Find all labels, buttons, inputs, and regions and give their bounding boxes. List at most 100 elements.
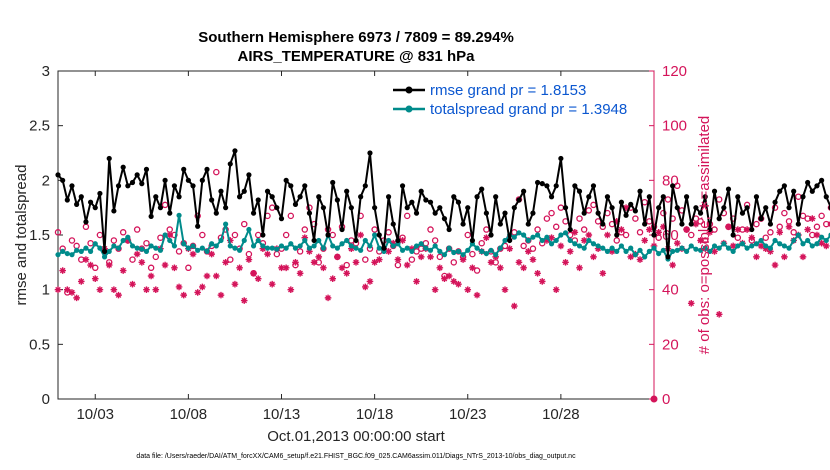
rmse-point bbox=[362, 183, 368, 189]
obs-possible-point bbox=[781, 209, 788, 217]
obs-assimilated-point bbox=[445, 272, 453, 280]
rmse-point bbox=[693, 205, 699, 211]
rmse-point bbox=[618, 199, 625, 205]
obs-assimilated-point bbox=[129, 280, 136, 288]
rmse-point bbox=[614, 232, 620, 238]
obs-possible-point bbox=[431, 237, 439, 244]
rmse-series bbox=[55, 148, 830, 260]
totalspread-point bbox=[814, 241, 820, 247]
rmse-point bbox=[278, 216, 285, 222]
totalspread-point bbox=[716, 245, 722, 251]
obs-possible-point bbox=[227, 256, 234, 263]
rmse-point bbox=[330, 179, 336, 186]
obs-possible-point bbox=[818, 212, 825, 220]
obs-assimilated-point bbox=[548, 234, 555, 242]
rmse-point bbox=[576, 188, 583, 194]
rmse-point bbox=[260, 232, 266, 238]
obs-assimilated-point bbox=[436, 264, 444, 272]
obs-zero-marker bbox=[650, 395, 658, 403]
rmse-point bbox=[786, 205, 792, 211]
rmse-point bbox=[97, 190, 103, 197]
obs-possible-point bbox=[231, 231, 239, 239]
obs-assimilated-point bbox=[133, 250, 141, 258]
totalspread-point bbox=[572, 241, 578, 247]
obs-assimilated-point bbox=[119, 267, 127, 274]
totalspread-point bbox=[260, 243, 266, 249]
rmse-point bbox=[176, 194, 182, 200]
obs-assimilated-point bbox=[571, 228, 579, 236]
obs-possible-point bbox=[68, 237, 76, 244]
totalspread-point bbox=[311, 243, 317, 249]
totalspread-point bbox=[376, 245, 382, 251]
obs-assimilated-point bbox=[110, 286, 118, 293]
totalspread-point bbox=[642, 254, 648, 260]
rmse-point bbox=[413, 210, 420, 216]
totalspread-point bbox=[474, 245, 480, 251]
totalspread-point bbox=[530, 234, 536, 240]
totalspread-point bbox=[255, 237, 261, 244]
totalspread-point bbox=[264, 245, 271, 251]
obs-assimilated-point bbox=[282, 264, 290, 272]
totalspread-point bbox=[711, 243, 718, 249]
totalspread-point bbox=[576, 243, 583, 249]
obs-assimilated-point bbox=[683, 226, 690, 233]
totalspread-point bbox=[772, 237, 778, 244]
rmse-point bbox=[223, 205, 229, 211]
totalspread-point bbox=[362, 237, 368, 244]
obs-assimilated-point bbox=[636, 256, 644, 263]
y-axis-left-label: rmse and totalspread bbox=[13, 165, 30, 306]
rmse-point bbox=[656, 205, 662, 211]
totalspread-point bbox=[223, 221, 229, 227]
y-right-tick-label: 0 bbox=[662, 391, 670, 408]
obs-assimilated-point bbox=[54, 286, 62, 293]
legend-box bbox=[385, 78, 647, 122]
obs-possible-point bbox=[296, 248, 304, 255]
rmse-point bbox=[432, 210, 438, 216]
rmse-point bbox=[325, 232, 331, 238]
obs-possible-point bbox=[147, 264, 155, 272]
totalspread-point bbox=[683, 248, 690, 254]
obs-assimilated-point bbox=[618, 226, 625, 233]
obs-assimilated-point bbox=[431, 286, 439, 293]
obs-assimilated-point bbox=[655, 228, 662, 236]
obs-assimilated-point bbox=[334, 253, 341, 261]
totalspread-point bbox=[181, 241, 187, 247]
obs-assimilated-point bbox=[217, 291, 225, 299]
rmse-point bbox=[683, 194, 690, 200]
totalspread-point bbox=[604, 248, 611, 254]
obs-assimilated-point bbox=[203, 272, 211, 280]
totalspread-point bbox=[129, 243, 136, 249]
obs-possible-point bbox=[213, 168, 220, 176]
totalspread-point bbox=[618, 243, 625, 249]
obs-assimilated-point bbox=[68, 289, 76, 296]
totalspread-point bbox=[101, 254, 108, 260]
x-tick-label: 10/03 bbox=[76, 406, 114, 423]
rmse-point bbox=[437, 205, 443, 211]
rmse-point bbox=[274, 205, 280, 211]
totalspread-point bbox=[204, 248, 210, 254]
obs-assimilated-point bbox=[264, 250, 271, 258]
obs-possible-point bbox=[576, 215, 583, 222]
rmse-point bbox=[558, 155, 564, 162]
rmse-point bbox=[181, 166, 187, 172]
obs-assimilated-point bbox=[87, 261, 94, 269]
obs-possible-point bbox=[152, 253, 160, 261]
totalspread-point bbox=[232, 245, 238, 251]
totalspread-point bbox=[819, 234, 825, 240]
obs-assimilated-point bbox=[385, 248, 392, 255]
obs-possible-point bbox=[753, 220, 760, 228]
rmse-point bbox=[255, 197, 261, 203]
obs-assimilated-point bbox=[511, 302, 518, 310]
y-axis-left: 0 0.5 1 1.5 2 2.5 3 bbox=[29, 63, 63, 408]
totalspread-point bbox=[185, 245, 191, 251]
totalspread-point bbox=[437, 248, 443, 254]
totalspread-point bbox=[581, 245, 587, 251]
obs-assimilated-point bbox=[166, 231, 174, 239]
obs-assimilated-point bbox=[231, 280, 239, 288]
totalspread-point bbox=[348, 243, 354, 249]
obs-possible-point bbox=[240, 220, 248, 228]
rmse-point bbox=[716, 216, 722, 222]
obs-assimilated-point bbox=[105, 261, 113, 269]
obs-assimilated-point bbox=[813, 231, 821, 239]
rmse-point bbox=[302, 183, 308, 189]
